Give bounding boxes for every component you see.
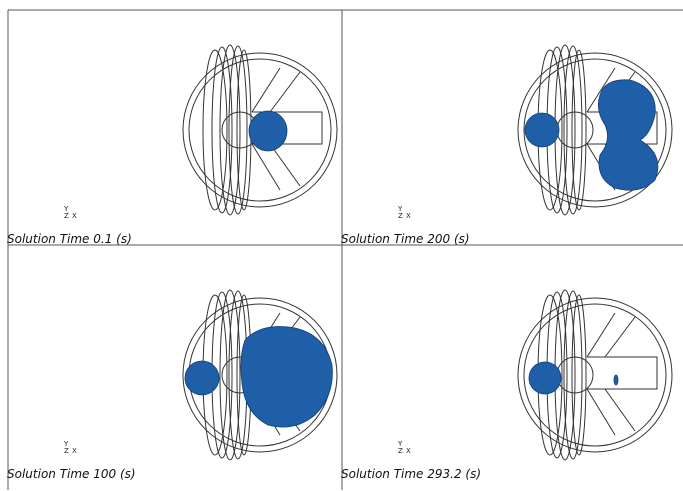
blue-blob [525, 113, 559, 147]
solution-time-label: Solution Time 293.2 (s) [341, 467, 481, 481]
blue-blob [185, 361, 219, 395]
triad-x: X [72, 212, 77, 220]
triad-z: Z [64, 212, 69, 220]
solution-time-label: Solution Time 0.1 (s) [7, 232, 132, 246]
solution-time-label: Solution Time 100 (s) [7, 467, 136, 481]
solution-time-label: Solution Time 200 (s) [341, 232, 470, 246]
triad-z: Z [398, 212, 403, 220]
blue-blob [614, 375, 618, 385]
blue-blob [529, 362, 561, 394]
triad-x: X [406, 212, 411, 220]
triad-x: X [406, 447, 411, 455]
triad-z: Z [398, 447, 403, 455]
triad-z: Z [64, 447, 69, 455]
triad-x: X [72, 447, 77, 455]
blue-blob [249, 111, 287, 151]
figure: YZXSolution Time 0.1 (s)YZXSolution Time… [0, 0, 683, 491]
